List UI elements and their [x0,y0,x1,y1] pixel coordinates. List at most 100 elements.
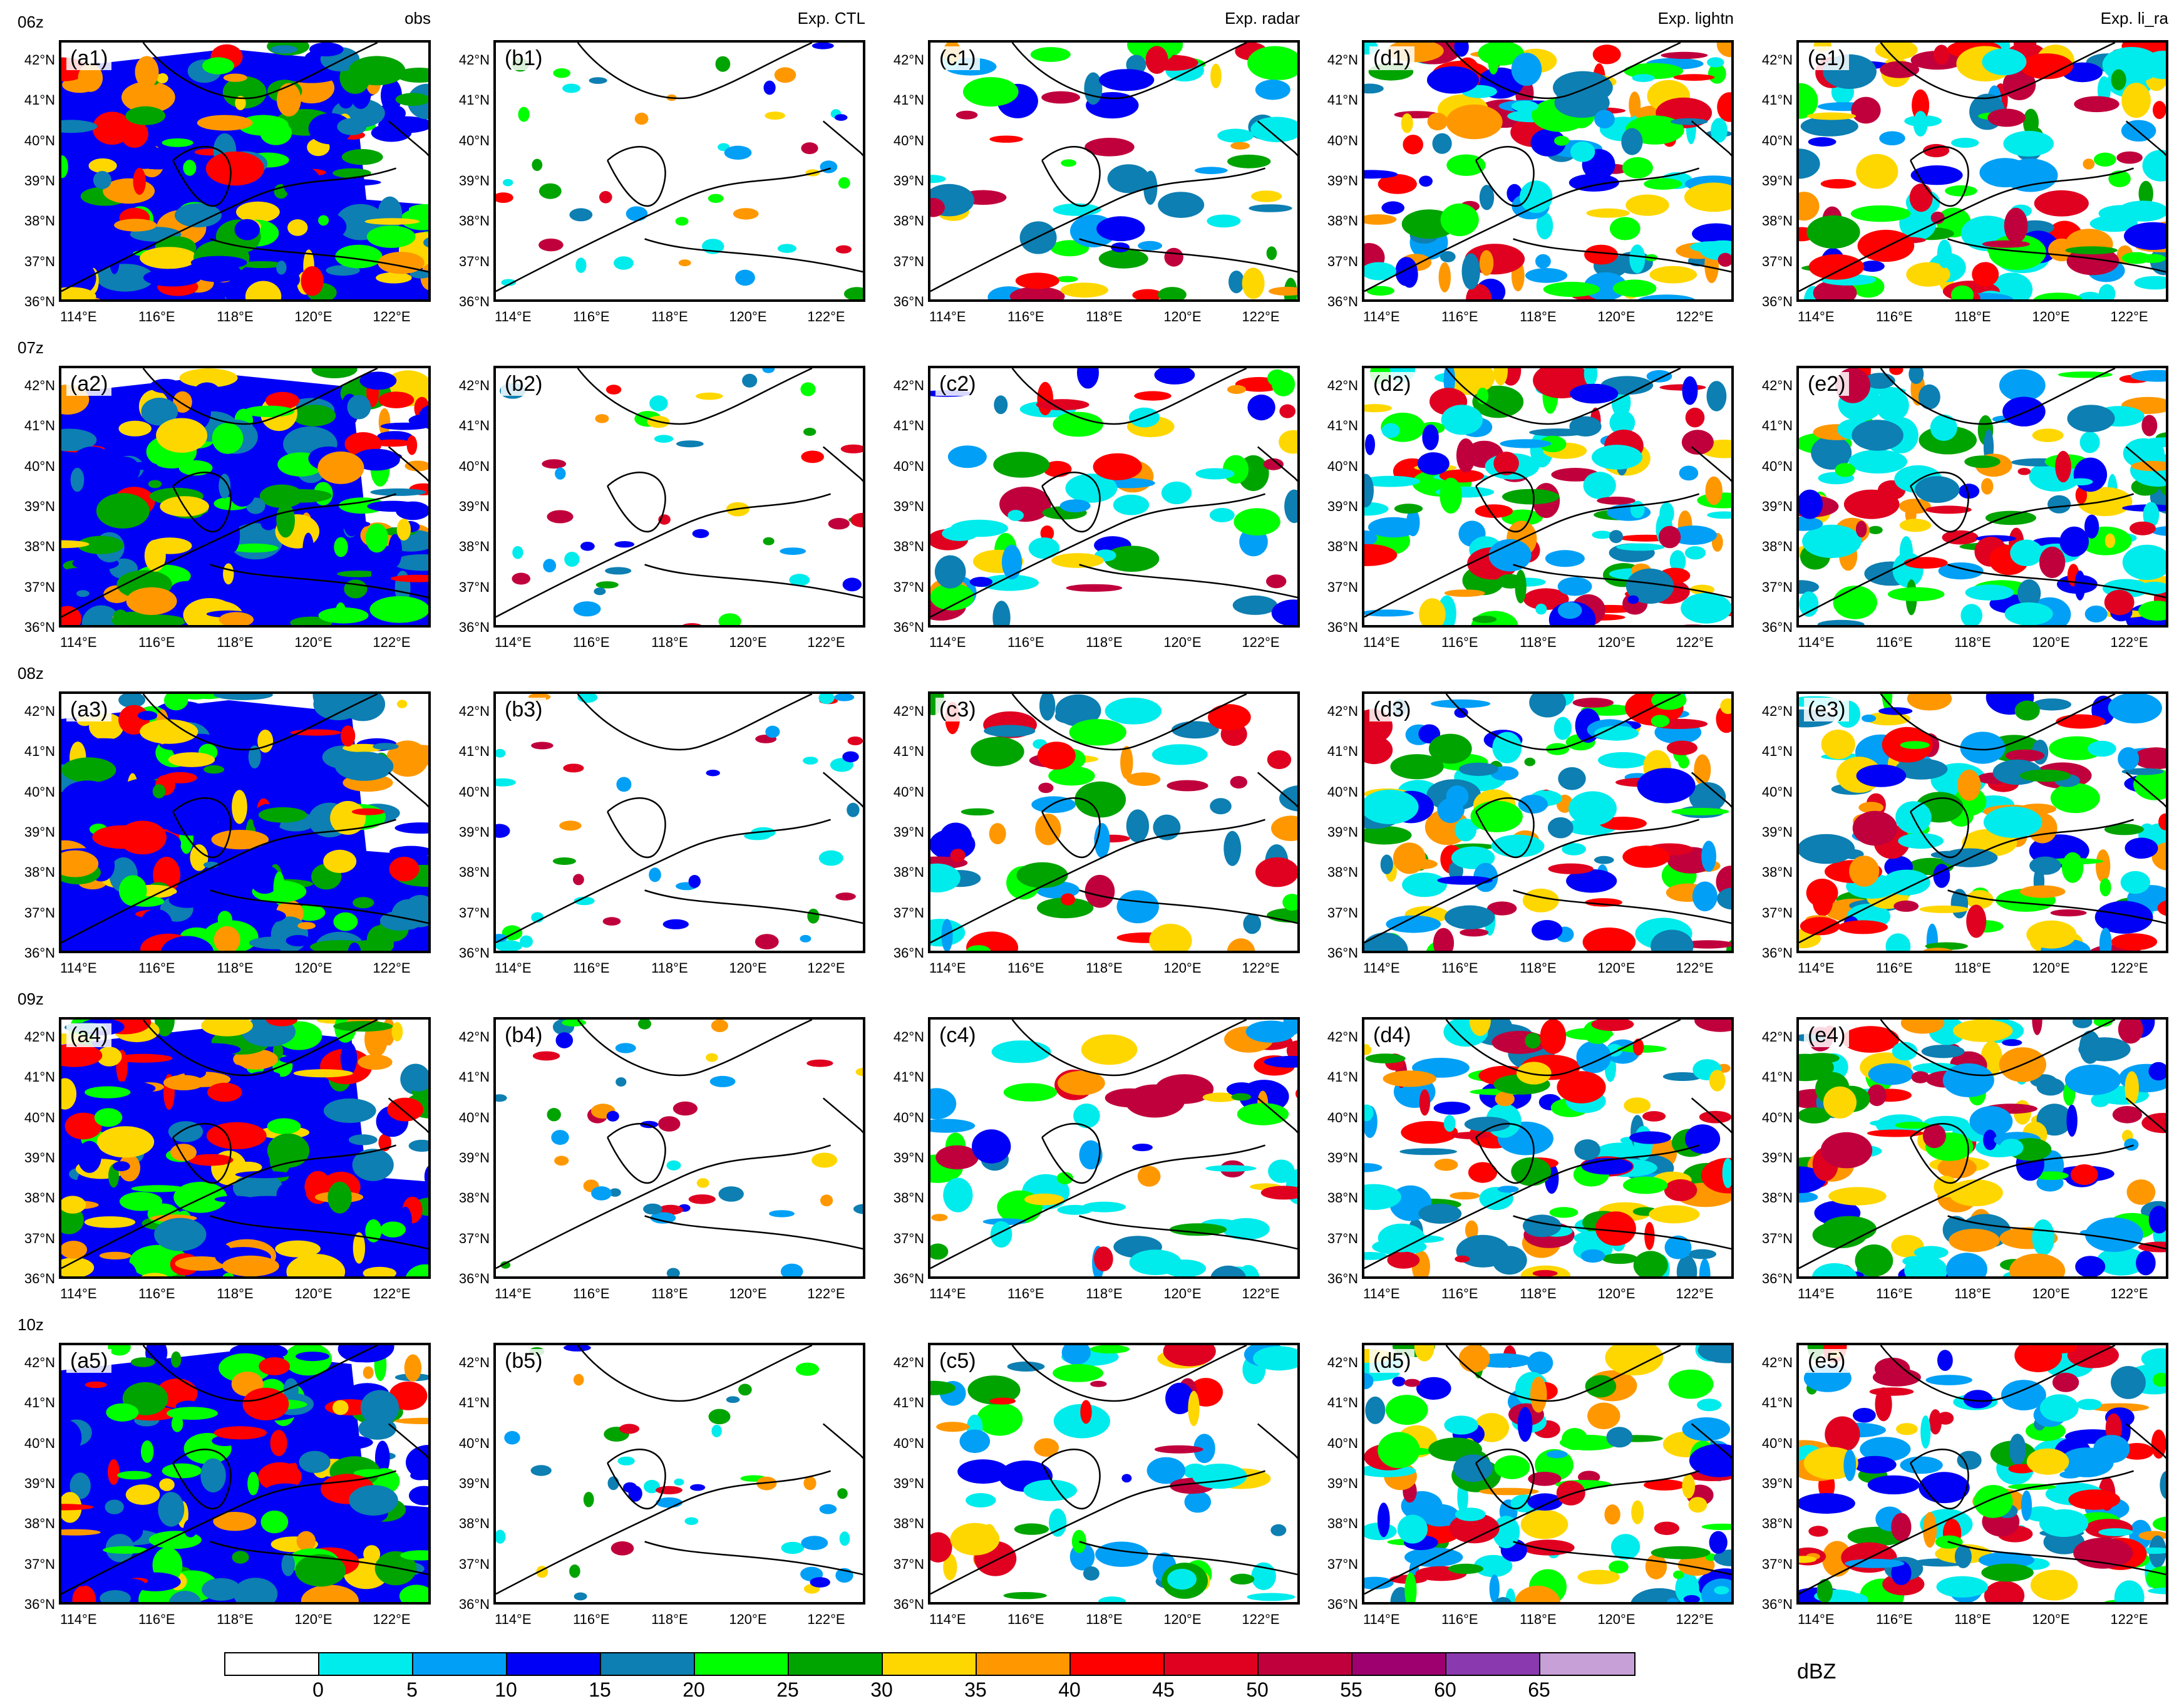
echo-blob [1835,463,1856,477]
longitude-tick-label: 122°E [373,634,411,650]
echo-blob [1230,142,1250,150]
echo-blob [1938,562,1984,580]
echo-blob [299,1450,331,1473]
echo-blob [365,1219,382,1243]
echo-blob [188,1154,234,1166]
echo-blob [404,1354,422,1382]
echo-blob [1664,1235,1692,1259]
map-panel-d2: (d2) [1362,366,1734,628]
longitude-tick-label: 114°E [494,960,532,976]
echo-blob [96,493,150,529]
latitude-tick-label: 39°N [893,824,924,840]
latitude-tick-label: 41°N [1761,1069,1793,1085]
latitude-tick-label: 39°N [458,1476,490,1492]
latitude-tick-label: 39°N [893,499,924,515]
echo-blob [1473,1554,1513,1578]
echo-blob [1227,385,1246,394]
echo-blob [85,1381,107,1388]
echo-blob [1444,589,1485,597]
echo-blob [2148,1206,2166,1234]
echo-blob [375,1440,390,1476]
colorbar-swatch [1259,1653,1352,1675]
echo-blob [1868,1063,1914,1085]
echo-blob [1364,1576,1394,1590]
echo-blob [1053,1364,1104,1382]
echo-blob [365,523,388,553]
echo-blob [1711,118,1728,143]
echo-blob [634,112,649,125]
boundary-line [644,1215,863,1250]
echo-blob [762,368,775,373]
echo-blob [1584,244,1618,265]
echo-blob [2032,1020,2042,1035]
echo-blob [500,1261,511,1269]
longitude-tick-label: 116°E [1441,1286,1478,1301]
echo-blob [1134,391,1172,401]
longitude-tick-label: 118°E [651,960,688,976]
echo-blob [606,1110,619,1122]
boundary-line [210,1541,428,1576]
echo-blob [2039,1509,2089,1538]
reflectivity-field [1799,1020,2166,1276]
echo-blob [616,777,632,792]
echo-blob [103,1546,148,1554]
colorbar-tick-label: 15 [589,1678,611,1701]
echo-blob [1906,262,1950,287]
echo-blob [1627,595,1639,604]
echo-blob [2049,736,2105,760]
echo-blob [2099,928,2112,951]
latitude-tick-label: 42°N [458,1029,490,1045]
boundary-line [172,146,232,207]
echo-blob [117,1471,152,1480]
echo-blob [1126,809,1150,843]
echo-blob [244,405,295,418]
echo-blob [2067,405,2115,432]
latitude-tick-label: 40°N [893,1435,924,1451]
longitude-tick-label: 116°E [573,309,610,324]
echo-blob [1489,1574,1500,1602]
echo-blob [1833,586,1877,619]
echo-blob [531,742,554,750]
echo-blob [1714,1586,1729,1595]
echo-blob [1684,182,1731,212]
echo-blob [682,623,702,625]
boundary-line [577,43,813,100]
echo-blob [1041,91,1080,104]
longitude-tick-label: 114°E [1362,309,1400,324]
echo-blob [818,694,835,705]
echo-blob [1511,100,1539,112]
echo-blob [1900,1456,1943,1474]
colorbar-swatch [1165,1653,1259,1675]
echo-blob [1867,1475,1920,1495]
echo-blob [158,1492,185,1527]
echo-blob [1438,262,1451,292]
boundary-line [1799,493,2134,618]
echo-blob [1688,1497,1708,1513]
echo-blob [1419,1089,1430,1116]
echo-blob [2039,1394,2079,1422]
echo-blob [1404,1547,1463,1567]
echo-blob [676,440,704,448]
boundary-line [644,1541,863,1576]
echo-blob [210,1417,258,1429]
echo-blob [2083,158,2095,170]
echo-blob [236,201,280,223]
echo-blob [1455,818,1477,842]
echo-blob [358,1417,397,1440]
echo-blob [1799,192,1820,221]
boundary-line [1880,1020,2116,1077]
echo-blob [1419,598,1446,625]
latitude-tick-label: 39°N [893,1476,924,1492]
latitude-tick-label: 42°N [1327,52,1358,68]
boundary-line [61,1144,396,1269]
echo-blob [1622,845,1670,868]
map-panel-e3: (e3) [1796,691,2168,953]
boundary-line [388,1423,428,1459]
echo-blob [1208,704,1251,731]
longitude-tick-label: 114°E [929,309,966,324]
boundary-line [1880,43,2116,100]
echo-blob [182,694,209,700]
boundary-line [1880,1345,2116,1402]
echo-blob [344,1604,396,1605]
echo-blob [706,1053,718,1062]
